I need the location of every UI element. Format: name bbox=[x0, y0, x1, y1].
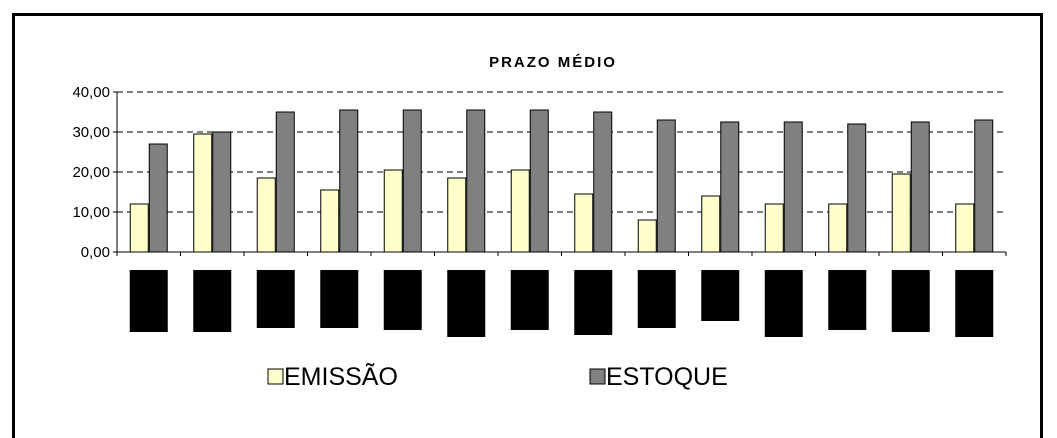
bar-emissao bbox=[955, 203, 975, 253]
category-label-block bbox=[320, 270, 359, 328]
bar-estoque bbox=[910, 121, 930, 253]
category-label-block bbox=[256, 270, 295, 328]
bar-estoque bbox=[212, 131, 232, 253]
bar-estoque bbox=[466, 109, 486, 253]
category-label-block bbox=[447, 270, 486, 337]
legend: EMISSÃO ESTOQUE bbox=[267, 362, 728, 391]
axes bbox=[116, 92, 1007, 256]
bar-emissao bbox=[320, 189, 340, 253]
bar-estoque bbox=[593, 111, 613, 253]
bar-emissao bbox=[447, 177, 467, 253]
category-label-block bbox=[129, 270, 168, 332]
bar-emissao bbox=[510, 169, 530, 253]
bar-emissao bbox=[129, 203, 149, 253]
y-tick-label: 0,00 bbox=[81, 244, 110, 261]
bar-estoque bbox=[656, 119, 676, 253]
bar-estoque bbox=[339, 109, 359, 253]
bar-estoque bbox=[148, 143, 168, 253]
category-label-block bbox=[828, 270, 867, 330]
bar-emissao bbox=[574, 193, 594, 253]
category-label-block bbox=[574, 270, 613, 335]
bar-emissao bbox=[383, 169, 403, 253]
bar-emissao bbox=[637, 219, 657, 253]
category-labels bbox=[129, 270, 994, 337]
bar-emissao bbox=[764, 203, 784, 253]
category-label-block bbox=[764, 270, 803, 337]
bar-emissao bbox=[256, 177, 276, 253]
legend-label-emissao: EMISSÃO bbox=[284, 362, 398, 391]
gridlines bbox=[117, 91, 1006, 213]
bar-emissao bbox=[193, 133, 213, 253]
bar-estoque bbox=[275, 111, 295, 253]
category-label-block bbox=[955, 270, 994, 337]
y-tick-label: 30,00 bbox=[72, 124, 110, 141]
bar-estoque bbox=[847, 123, 867, 253]
bar-emissao bbox=[701, 195, 721, 253]
category-label-block bbox=[891, 270, 930, 332]
category-label-block bbox=[193, 270, 232, 332]
bar-emissao bbox=[891, 173, 911, 253]
category-label-block bbox=[701, 270, 740, 321]
bar-estoque bbox=[720, 121, 740, 253]
bar-estoque bbox=[974, 119, 994, 253]
y-tick-label: 10,00 bbox=[72, 204, 110, 221]
chart-frame bbox=[12, 13, 1043, 438]
bars bbox=[129, 109, 994, 253]
legend-label-estoque: ESTOQUE bbox=[606, 363, 728, 391]
legend-swatch-estoque bbox=[589, 368, 606, 385]
category-label-block bbox=[510, 270, 549, 330]
bar-estoque bbox=[402, 109, 422, 253]
legend-swatch-emissao bbox=[267, 368, 284, 385]
chart-title: PRAZO MÉDIO bbox=[489, 54, 617, 71]
bar-estoque bbox=[783, 121, 803, 253]
y-tick-label: 20,00 bbox=[72, 164, 110, 181]
y-tick-label: 40,00 bbox=[72, 84, 110, 101]
category-label-block bbox=[383, 270, 422, 330]
bar-estoque bbox=[529, 109, 549, 253]
y-axis-ticks: 0,00 10,00 20,00 30,00 40,00 bbox=[72, 84, 117, 261]
category-label-block bbox=[637, 270, 676, 328]
bar-emissao bbox=[828, 203, 848, 253]
